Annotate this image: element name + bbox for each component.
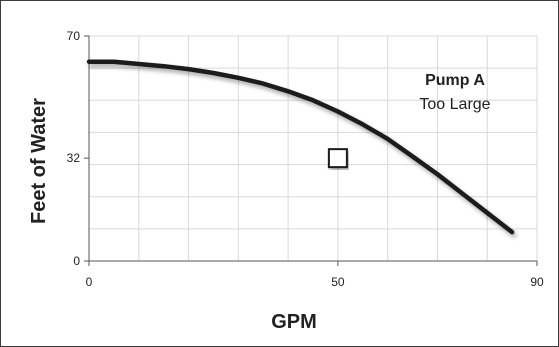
annotation-pump-note: Too Large	[419, 96, 490, 113]
x-tick-label: 50	[331, 275, 345, 289]
x-tick-label: 90	[530, 275, 544, 289]
operating-point-marker	[327, 148, 348, 169]
y-axis-title: Feet of Water	[28, 98, 50, 224]
x-tick-label: 0	[86, 275, 93, 289]
y-tick-label: 32	[67, 151, 81, 165]
y-tick-label: 0	[73, 254, 80, 268]
pump-curve-line	[86, 59, 515, 235]
x-axis-title: GPM	[271, 311, 317, 333]
y-tick-label: 70	[67, 29, 81, 43]
annotation-pump-name: Pump A	[425, 72, 485, 89]
